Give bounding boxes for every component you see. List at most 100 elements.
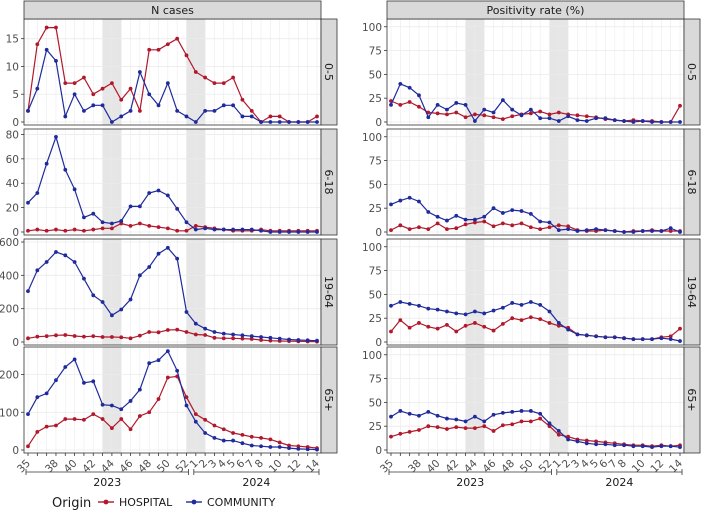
data-point-hospital	[528, 225, 533, 230]
data-point-community	[678, 445, 682, 450]
data-point-community	[35, 268, 40, 273]
x-tick-label: 10	[630, 457, 648, 475]
data-point-hospital	[44, 334, 49, 339]
data-point-community	[445, 218, 449, 223]
data-point-hospital	[44, 228, 49, 233]
data-point-community	[650, 229, 654, 233]
y-tick-label: 50	[369, 289, 382, 301]
data-point-community	[622, 119, 626, 123]
data-point-community	[622, 230, 626, 234]
data-point-hospital	[528, 315, 533, 320]
data-point-hospital	[398, 318, 403, 322]
data-point-hospital	[519, 221, 524, 226]
data-point-community	[445, 416, 449, 421]
x-tick-label: 46	[481, 457, 499, 475]
data-point-hospital	[26, 336, 30, 341]
panel-0-2	[23, 238, 322, 346]
data-point-community	[547, 421, 552, 426]
data-point-hospital	[156, 397, 161, 401]
x-tick-label: 42	[443, 457, 461, 475]
panel-bg	[24, 347, 321, 453]
data-point-community	[482, 311, 487, 316]
data-point-community	[659, 229, 664, 233]
data-point-hospital	[249, 337, 254, 341]
data-point-hospital	[184, 228, 189, 233]
data-point-community	[315, 230, 319, 234]
data-point-community	[482, 214, 487, 219]
data-point-hospital	[54, 333, 58, 338]
data-point-community	[528, 107, 533, 112]
data-point-community	[640, 337, 645, 342]
data-point-community	[417, 93, 421, 98]
data-point-hospital	[398, 223, 403, 228]
x-tick-label: 40	[425, 457, 443, 475]
data-point-community	[54, 134, 58, 139]
data-point-hospital	[668, 334, 673, 339]
x-tick-label: 44	[462, 457, 480, 475]
data-point-community	[193, 227, 198, 232]
data-point-hospital	[100, 86, 105, 91]
data-point-community	[519, 302, 524, 307]
data-point-hospital	[147, 47, 152, 52]
y-tick-label: 0	[375, 445, 382, 457]
data-point-hospital	[110, 335, 114, 339]
data-point-community	[556, 228, 561, 232]
data-point-community	[240, 333, 245, 338]
data-point-hospital	[35, 227, 40, 232]
data-point-community	[407, 302, 412, 306]
data-point-hospital	[268, 114, 273, 119]
legend-item-label: HOSPITAL	[119, 496, 173, 509]
data-point-community	[54, 58, 58, 63]
row-strip-bg	[683, 346, 701, 454]
data-point-hospital	[417, 321, 421, 325]
data-point-community	[603, 335, 608, 340]
data-point-hospital	[110, 81, 114, 86]
data-point-hospital	[678, 326, 682, 331]
row-strip-label: 19-64	[685, 276, 698, 308]
data-point-community	[165, 349, 170, 354]
data-point-community	[100, 103, 105, 108]
row-strip-label: 6-18	[685, 170, 698, 195]
data-point-community	[203, 431, 208, 435]
data-point-community	[44, 260, 49, 264]
data-point-community	[54, 250, 58, 254]
column-strip-label: Positivity rate (%)	[487, 4, 585, 17]
data-point-hospital	[510, 422, 515, 427]
data-point-community	[26, 108, 30, 113]
data-point-community	[547, 116, 552, 121]
data-point-hospital	[473, 426, 477, 430]
y-tick-label: 0	[375, 227, 382, 239]
data-point-hospital	[193, 224, 198, 228]
data-point-hospital	[44, 25, 49, 30]
data-point-community	[259, 444, 263, 449]
data-point-hospital	[212, 335, 217, 340]
data-point-community	[26, 412, 30, 417]
data-point-community	[528, 300, 533, 304]
data-point-community	[315, 447, 319, 452]
data-point-hospital	[473, 112, 477, 117]
row-strip-bg	[320, 128, 338, 236]
data-point-community	[156, 103, 161, 108]
data-point-community	[82, 108, 86, 113]
data-point-community	[221, 227, 226, 232]
panel-bg	[24, 239, 321, 345]
data-point-community	[221, 331, 226, 336]
data-point-community	[612, 118, 617, 122]
data-point-hospital	[156, 47, 161, 52]
legend-key-point	[103, 499, 109, 505]
data-point-community	[110, 221, 114, 226]
legend-item-label: COMMUNITY	[207, 496, 276, 509]
data-point-community	[72, 187, 77, 192]
y-tick-label: 400	[0, 270, 19, 282]
data-point-hospital	[482, 113, 487, 118]
data-point-hospital	[510, 316, 515, 321]
data-point-hospital	[184, 395, 189, 400]
data-point-hospital	[528, 419, 533, 424]
data-point-community	[678, 339, 682, 343]
y-tick-label: 80	[6, 129, 19, 141]
x-tick-label: 10	[267, 457, 285, 475]
x-tick-label: 44	[99, 457, 117, 475]
data-point-community	[137, 70, 142, 74]
data-point-hospital	[240, 97, 245, 102]
data-point-hospital	[119, 97, 124, 102]
